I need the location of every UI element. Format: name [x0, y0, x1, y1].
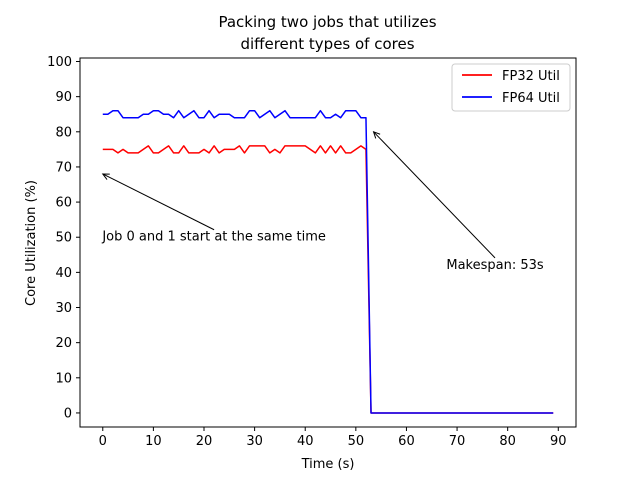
annotation-text: Makespan: 53s: [446, 258, 544, 273]
axis-ticks: 0 10 20 30 40 50 60 70 80 90 0 10 20 30 40 50 60 70 80 90 10…: [47, 55, 566, 449]
plot-frame: [79, 57, 577, 428]
legend-label-fp32: FP32 Util: [502, 69, 560, 84]
x-tick-label: 90: [550, 434, 567, 449]
x-tick-label: 70: [449, 434, 466, 449]
plot-lines: [102, 109, 554, 414]
y-tick-label: 20: [55, 336, 72, 351]
x-tick-label: 30: [246, 434, 263, 449]
series-line-fp32-util: [102, 145, 554, 414]
legend: FP32 Util FP64 Util: [451, 63, 571, 112]
x-axis-label: Time (s): [301, 457, 355, 472]
x-tick-label: 50: [348, 434, 365, 449]
y-tick-label: 90: [55, 90, 72, 105]
x-tick-label: 20: [196, 434, 213, 449]
y-axis-label: Core Utilization (%): [24, 180, 39, 306]
y-tick-label: 30: [55, 301, 72, 316]
y-tick-label: 50: [55, 231, 72, 246]
x-tick-label: 10: [145, 434, 162, 449]
y-tick-label: 40: [55, 266, 72, 281]
chart-title: Packing two jobs that utilizes different…: [218, 13, 436, 53]
x-tick-label: 0: [99, 434, 107, 449]
chart-title-line-1: Packing two jobs that utilizes: [218, 13, 436, 31]
annotation-arrow-head: [101, 173, 110, 180]
series-line-fp64-util: [102, 109, 554, 414]
legend-label-fp64: FP64 Util: [502, 91, 560, 106]
y-tick-label: 10: [55, 371, 72, 386]
annotation-arrow-line: [373, 131, 496, 259]
y-tick-label: 70: [55, 160, 72, 175]
annotations: Job 0 and 1 start at the same time Makesp…: [101, 130, 544, 273]
y-tick-label: 80: [55, 125, 72, 140]
y-tick-label: 0: [64, 406, 72, 421]
x-tick-label: 40: [297, 434, 314, 449]
annotation-arrow-head: [372, 130, 381, 139]
x-tick-label: 80: [499, 434, 516, 449]
x-tick-label: 60: [398, 434, 415, 449]
chart-title-line-2: different types of cores: [240, 35, 414, 53]
annotation-arrow-line: [102, 173, 215, 231]
y-tick-label: 60: [55, 196, 72, 211]
y-tick-label: 100: [47, 55, 72, 70]
annotation-text: Job 0 and 1 start at the same time: [101, 230, 326, 245]
